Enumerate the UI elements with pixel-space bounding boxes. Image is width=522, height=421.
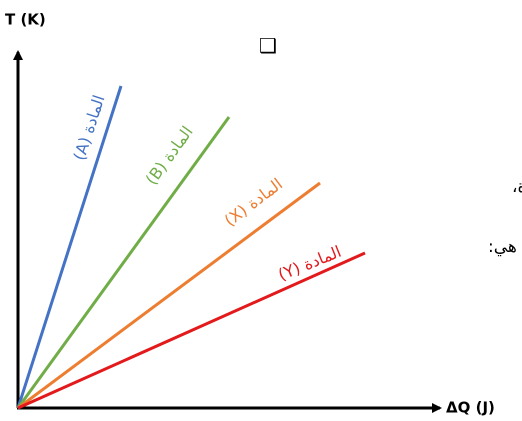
material-label: المادة (A)	[70, 93, 109, 163]
material-line	[16, 85, 123, 409]
material-label: المادة (B)	[142, 123, 197, 189]
material-line	[17, 251, 366, 410]
material-label: المادة (X)	[221, 174, 286, 230]
material-line	[17, 181, 321, 410]
background-text: ية نوعية هي:	[488, 237, 522, 257]
checkbox-icon: ❑	[259, 34, 277, 58]
x-axis-label: ΔQ (J)	[446, 399, 495, 417]
material-line	[16, 116, 231, 409]
y-axis-label: T (K)	[5, 11, 46, 29]
lines: المادة (A)المادة (B)المادة (X)المادة (Y)	[16, 85, 366, 410]
background-text: ية واحدة،	[512, 177, 522, 197]
